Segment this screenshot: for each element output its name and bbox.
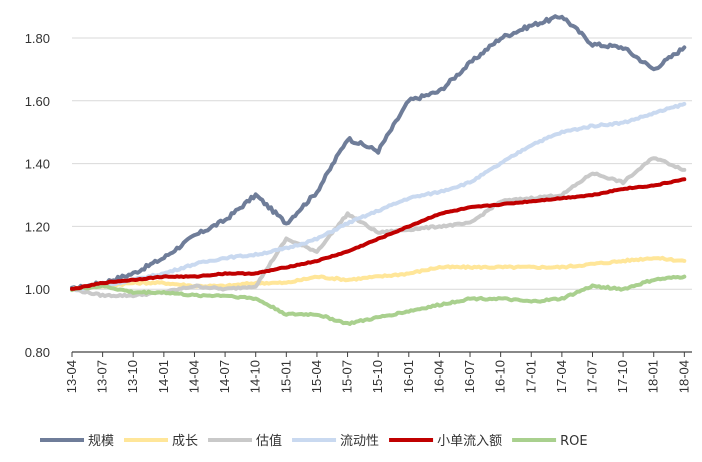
x-tick-label: 15-01 xyxy=(278,360,293,393)
legend-label: 成长 xyxy=(172,434,198,449)
x-tick-label: 13-10 xyxy=(125,360,140,393)
series-line-2 xyxy=(70,156,687,299)
legend-label: 小单流入额 xyxy=(437,434,502,449)
x-tick-label: 17-04 xyxy=(554,360,569,393)
legend-label: ROE xyxy=(560,434,587,449)
x-tick-label: 15-07 xyxy=(340,360,355,393)
y-tick-label: 1.80 xyxy=(25,31,50,46)
series-line-5 xyxy=(70,274,687,326)
x-tick-label: 16-07 xyxy=(462,360,477,393)
x-tick-label: 16-04 xyxy=(431,360,446,393)
legend: 规模 成长 估值 流动性 小单流入额 ROE xyxy=(40,433,588,449)
x-axis-tick-labels: 13-04 13-07 13-10 14-01 14-04 14-07 14-10 15-01… xyxy=(64,360,691,393)
x-axis xyxy=(71,351,692,357)
y-tick-label: 1.20 xyxy=(25,219,50,234)
gridlines xyxy=(72,37,692,290)
y-axis-tick-labels: 0.80 1.00 1.20 1.40 1.60 1.80 xyxy=(25,31,50,360)
x-tick-label: 17-07 xyxy=(584,360,599,393)
series-line-1 xyxy=(70,255,687,292)
x-tick-label: 13-04 xyxy=(64,360,79,393)
series-lines xyxy=(70,14,687,326)
x-tick-label: 18-01 xyxy=(646,360,661,393)
x-tick-label: 15-10 xyxy=(370,360,385,393)
x-tick-label: 13-07 xyxy=(95,360,110,393)
y-tick-label: 1.00 xyxy=(25,282,50,297)
x-tick-label: 14-10 xyxy=(248,360,263,393)
y-tick-label: 1.40 xyxy=(25,157,50,172)
series-line-0 xyxy=(70,14,687,292)
x-tick-label: 17-10 xyxy=(615,360,630,393)
x-tick-label: 14-07 xyxy=(217,360,232,393)
series-line-3 xyxy=(70,101,687,292)
x-tick-label: 18-04 xyxy=(676,360,691,393)
x-tick-label: 16-01 xyxy=(401,360,416,393)
x-tick-label: 16-10 xyxy=(493,360,508,393)
x-tick-label: 17-01 xyxy=(523,360,538,393)
x-tick-label: 15-04 xyxy=(309,360,324,393)
legend-label: 估值 xyxy=(256,433,282,449)
x-tick-label: 14-01 xyxy=(156,360,171,393)
y-tick-label: 1.60 xyxy=(25,94,50,109)
y-tick-label: 0.80 xyxy=(25,345,50,360)
x-tick-label: 14-04 xyxy=(186,360,201,393)
series-line-4 xyxy=(70,177,687,291)
legend-label: 规模 xyxy=(88,434,114,449)
legend-label: 流动性 xyxy=(340,434,379,449)
